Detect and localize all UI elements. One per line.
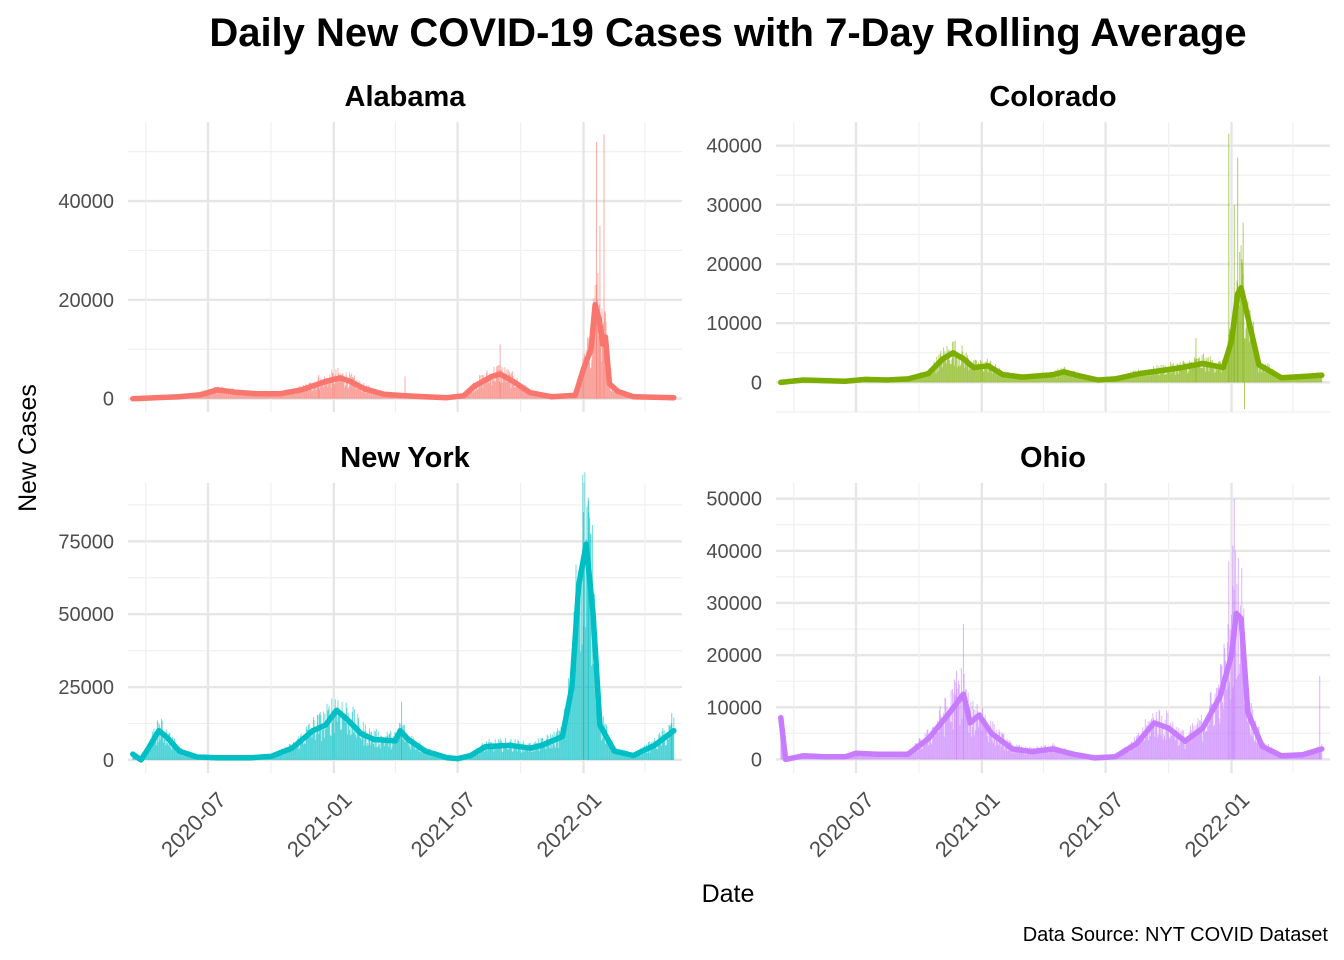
panel-title-alabama: Alabama	[345, 81, 467, 113]
panel-title-new-york: New York	[340, 442, 470, 474]
x-tick-label-left-1: 2020-07	[156, 787, 231, 862]
y-tick-label: 20000	[706, 254, 762, 276]
facet-panels: Alabama 0 20000 40000 Colorado 0 10000 20000 300…	[58, 81, 1330, 773]
y-tick-label: 40000	[58, 191, 114, 213]
caption: Data Source: NYT COVID Dataset	[1023, 924, 1329, 946]
y-tick-label: 40000	[706, 541, 762, 563]
y-tick-label: 50000	[706, 489, 762, 511]
x-tick-label-right-2: 2021-01	[930, 787, 1005, 862]
y-tick-label: 75000	[58, 531, 114, 553]
x-tick-labels-left: 2020-07 2021-01 2021-07 2022-01	[156, 787, 606, 862]
y-tick-label: 50000	[58, 604, 114, 626]
rolling-average-line	[130, 541, 677, 763]
rolling-average-line	[778, 284, 1325, 386]
rolling-average-line	[130, 302, 677, 402]
y-tick-label: 0	[751, 372, 762, 394]
chart-title: Daily New COVID-19 Cases with 7-Day Roll…	[209, 11, 1246, 55]
x-tick-label-right-3: 2021-07	[1054, 787, 1129, 862]
y-tick-label: 10000	[706, 313, 762, 335]
daily-case-bars	[132, 134, 675, 399]
y-tick-label: 25000	[58, 677, 114, 699]
panel-ohio: Ohio 0 10000 20000 30000 40000 50000	[706, 442, 1330, 773]
x-tick-label-left-2: 2021-01	[282, 787, 357, 862]
rolling-average-line	[778, 610, 1325, 763]
x-tick-label-right-1: 2020-07	[804, 787, 879, 862]
y-tick-label: 20000	[58, 290, 114, 312]
x-tick-label-left-3: 2021-07	[406, 787, 481, 862]
panel-alabama: Alabama 0 20000 40000	[58, 81, 682, 412]
y-tick-label: 0	[103, 389, 114, 411]
y-tick-label: 40000	[706, 136, 762, 158]
y-tick-label: 20000	[706, 645, 762, 667]
y-tick-label: 30000	[706, 593, 762, 615]
panel-colorado: Colorado 0 10000 20000 30000 40000	[706, 81, 1330, 413]
y-tick-label: 0	[751, 749, 762, 771]
y-tick-label: 0	[103, 750, 114, 772]
gridlines	[128, 122, 682, 412]
y-axis-title: New Cases	[14, 384, 42, 512]
x-tick-label-right-4: 2022-01	[1180, 787, 1255, 862]
x-tick-labels-right: 2020-07 2021-01 2021-07 2022-01	[804, 787, 1254, 862]
x-axis-title: Date	[702, 880, 755, 908]
y-tick-label: 30000	[706, 195, 762, 217]
x-tick-label-left-4: 2022-01	[532, 787, 607, 862]
panel-new-york: New York 0 25000 50000 75000	[58, 442, 682, 773]
panel-title-colorado: Colorado	[989, 81, 1116, 113]
panel-title-ohio: Ohio	[1020, 442, 1086, 474]
y-tick-label: 10000	[706, 697, 762, 719]
